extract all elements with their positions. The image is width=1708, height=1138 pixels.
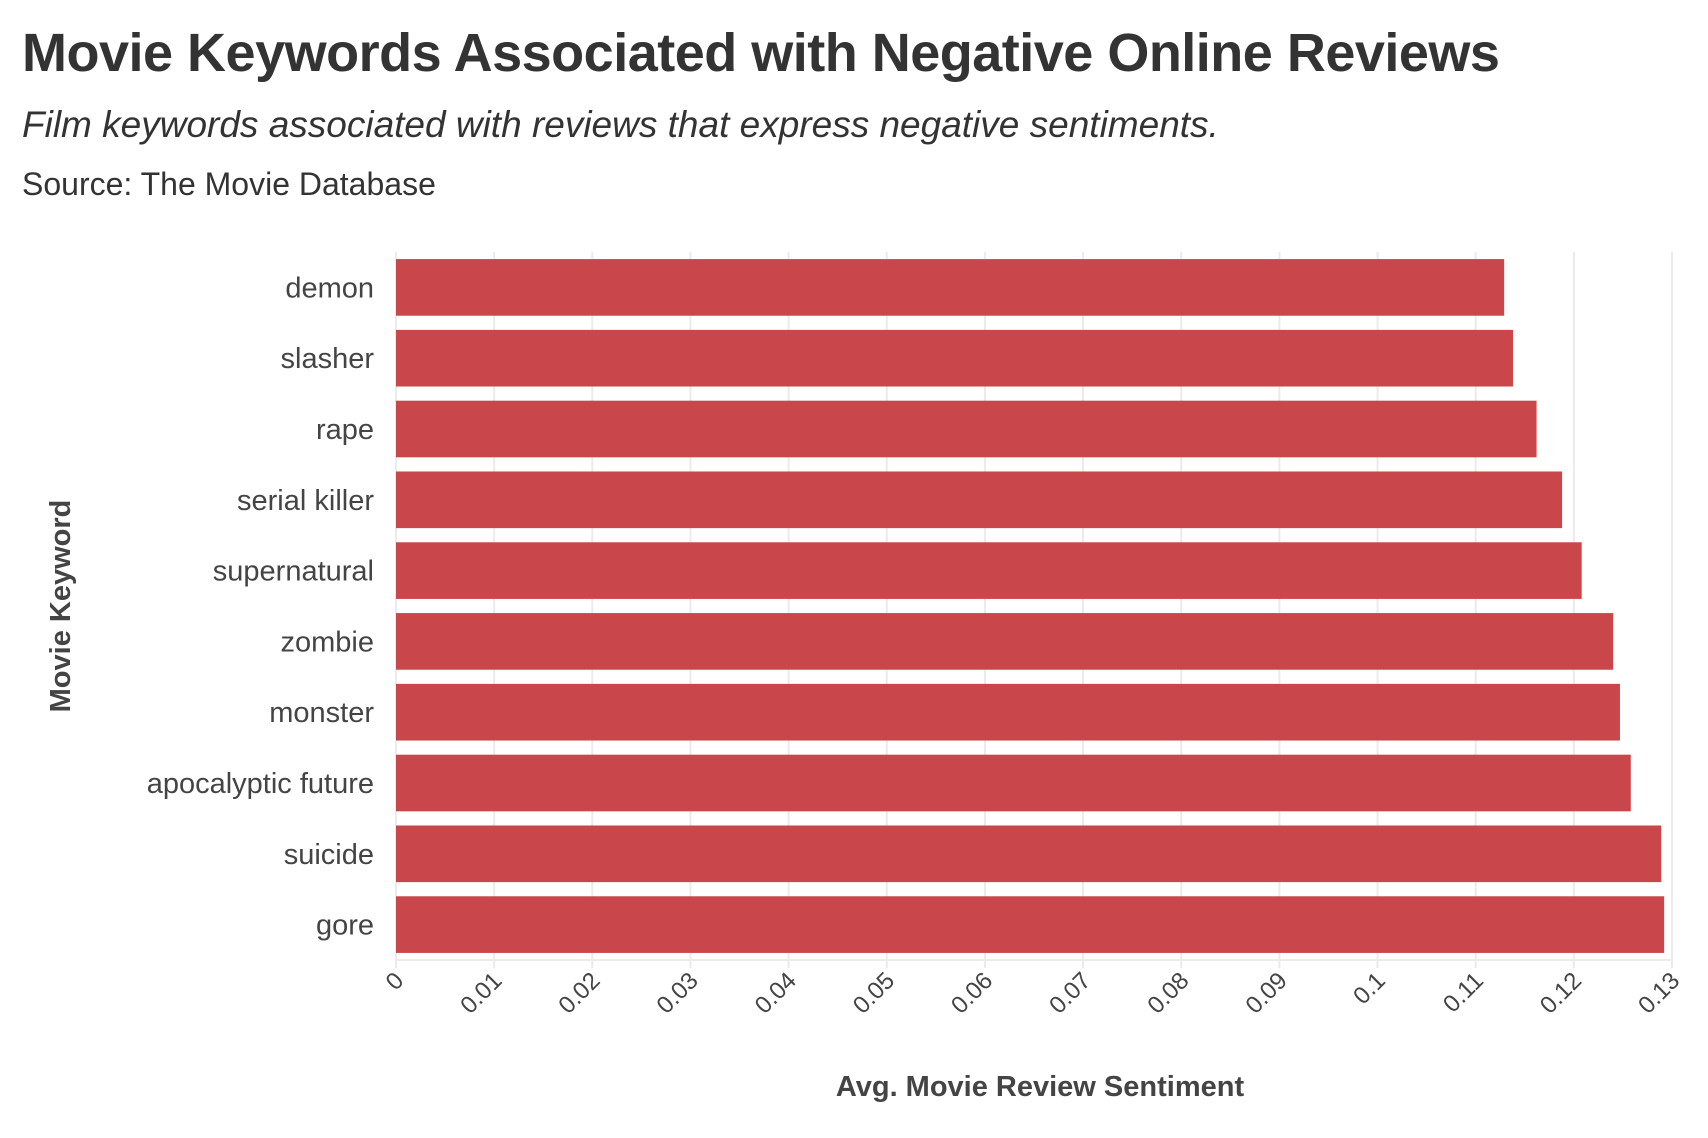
chart-title: Movie Keywords Associated with Negative … (22, 23, 1500, 83)
category-labels: demon slasher rape serial killer supernatura… (147, 272, 375, 941)
category-label: slasher (281, 343, 375, 375)
chart-subtitle: Film keywords associated with reviews th… (22, 104, 1219, 145)
bar-apocalyptic-future (396, 754, 1631, 812)
category-label: gore (316, 910, 374, 942)
chart-source: Source: The Movie Database (22, 166, 436, 202)
x-tick-label: 0.01 (455, 967, 507, 1019)
category-label: rape (316, 414, 374, 446)
x-tick-label: 0.06 (946, 967, 998, 1019)
bar-serial-killer (396, 471, 1563, 529)
category-label: suicide (284, 839, 374, 871)
x-tick-label: 0.1 (1348, 967, 1391, 1010)
bar-gore (396, 896, 1665, 953)
category-label: zombie (281, 626, 375, 658)
bar-demon (396, 259, 1505, 316)
x-tick-label: 0.09 (1241, 967, 1293, 1019)
category-label: serial killer (237, 485, 374, 517)
x-tick-label: 0.04 (750, 967, 802, 1019)
bars (396, 259, 1665, 953)
category-label: demon (285, 272, 374, 304)
category-label: apocalyptic future (147, 768, 374, 800)
bar-rape (396, 400, 1537, 458)
x-tick-label: 0.05 (848, 967, 900, 1019)
x-tick-label: 0.12 (1535, 967, 1587, 1019)
bar-suicide (396, 825, 1662, 883)
x-tick-label: 0.08 (1142, 967, 1194, 1019)
bar-supernatural (396, 542, 1582, 599)
bar-slasher (396, 329, 1513, 387)
x-tick-label: 0.11 (1438, 967, 1489, 1018)
bar-zombie (396, 613, 1614, 670)
x-tick-labels: 0 0.01 0.02 0.03 0.04 0.05 0.06 0.07 0.08 0.09 0.1… (381, 967, 1686, 1019)
x-tick-label: 0.13 (1633, 967, 1685, 1019)
x-tick-label: 0 (381, 967, 410, 996)
x-tick-label: 0.02 (553, 967, 605, 1019)
category-label: monster (269, 697, 374, 729)
y-axis-title: Movie Keyword (45, 500, 77, 713)
x-tick-label: 0.03 (652, 967, 704, 1019)
bar-monster (396, 683, 1620, 741)
category-label: supernatural (213, 556, 374, 588)
x-axis-title: Avg. Movie Review Sentiment (836, 1071, 1245, 1103)
x-tick-label: 0.07 (1044, 967, 1096, 1019)
